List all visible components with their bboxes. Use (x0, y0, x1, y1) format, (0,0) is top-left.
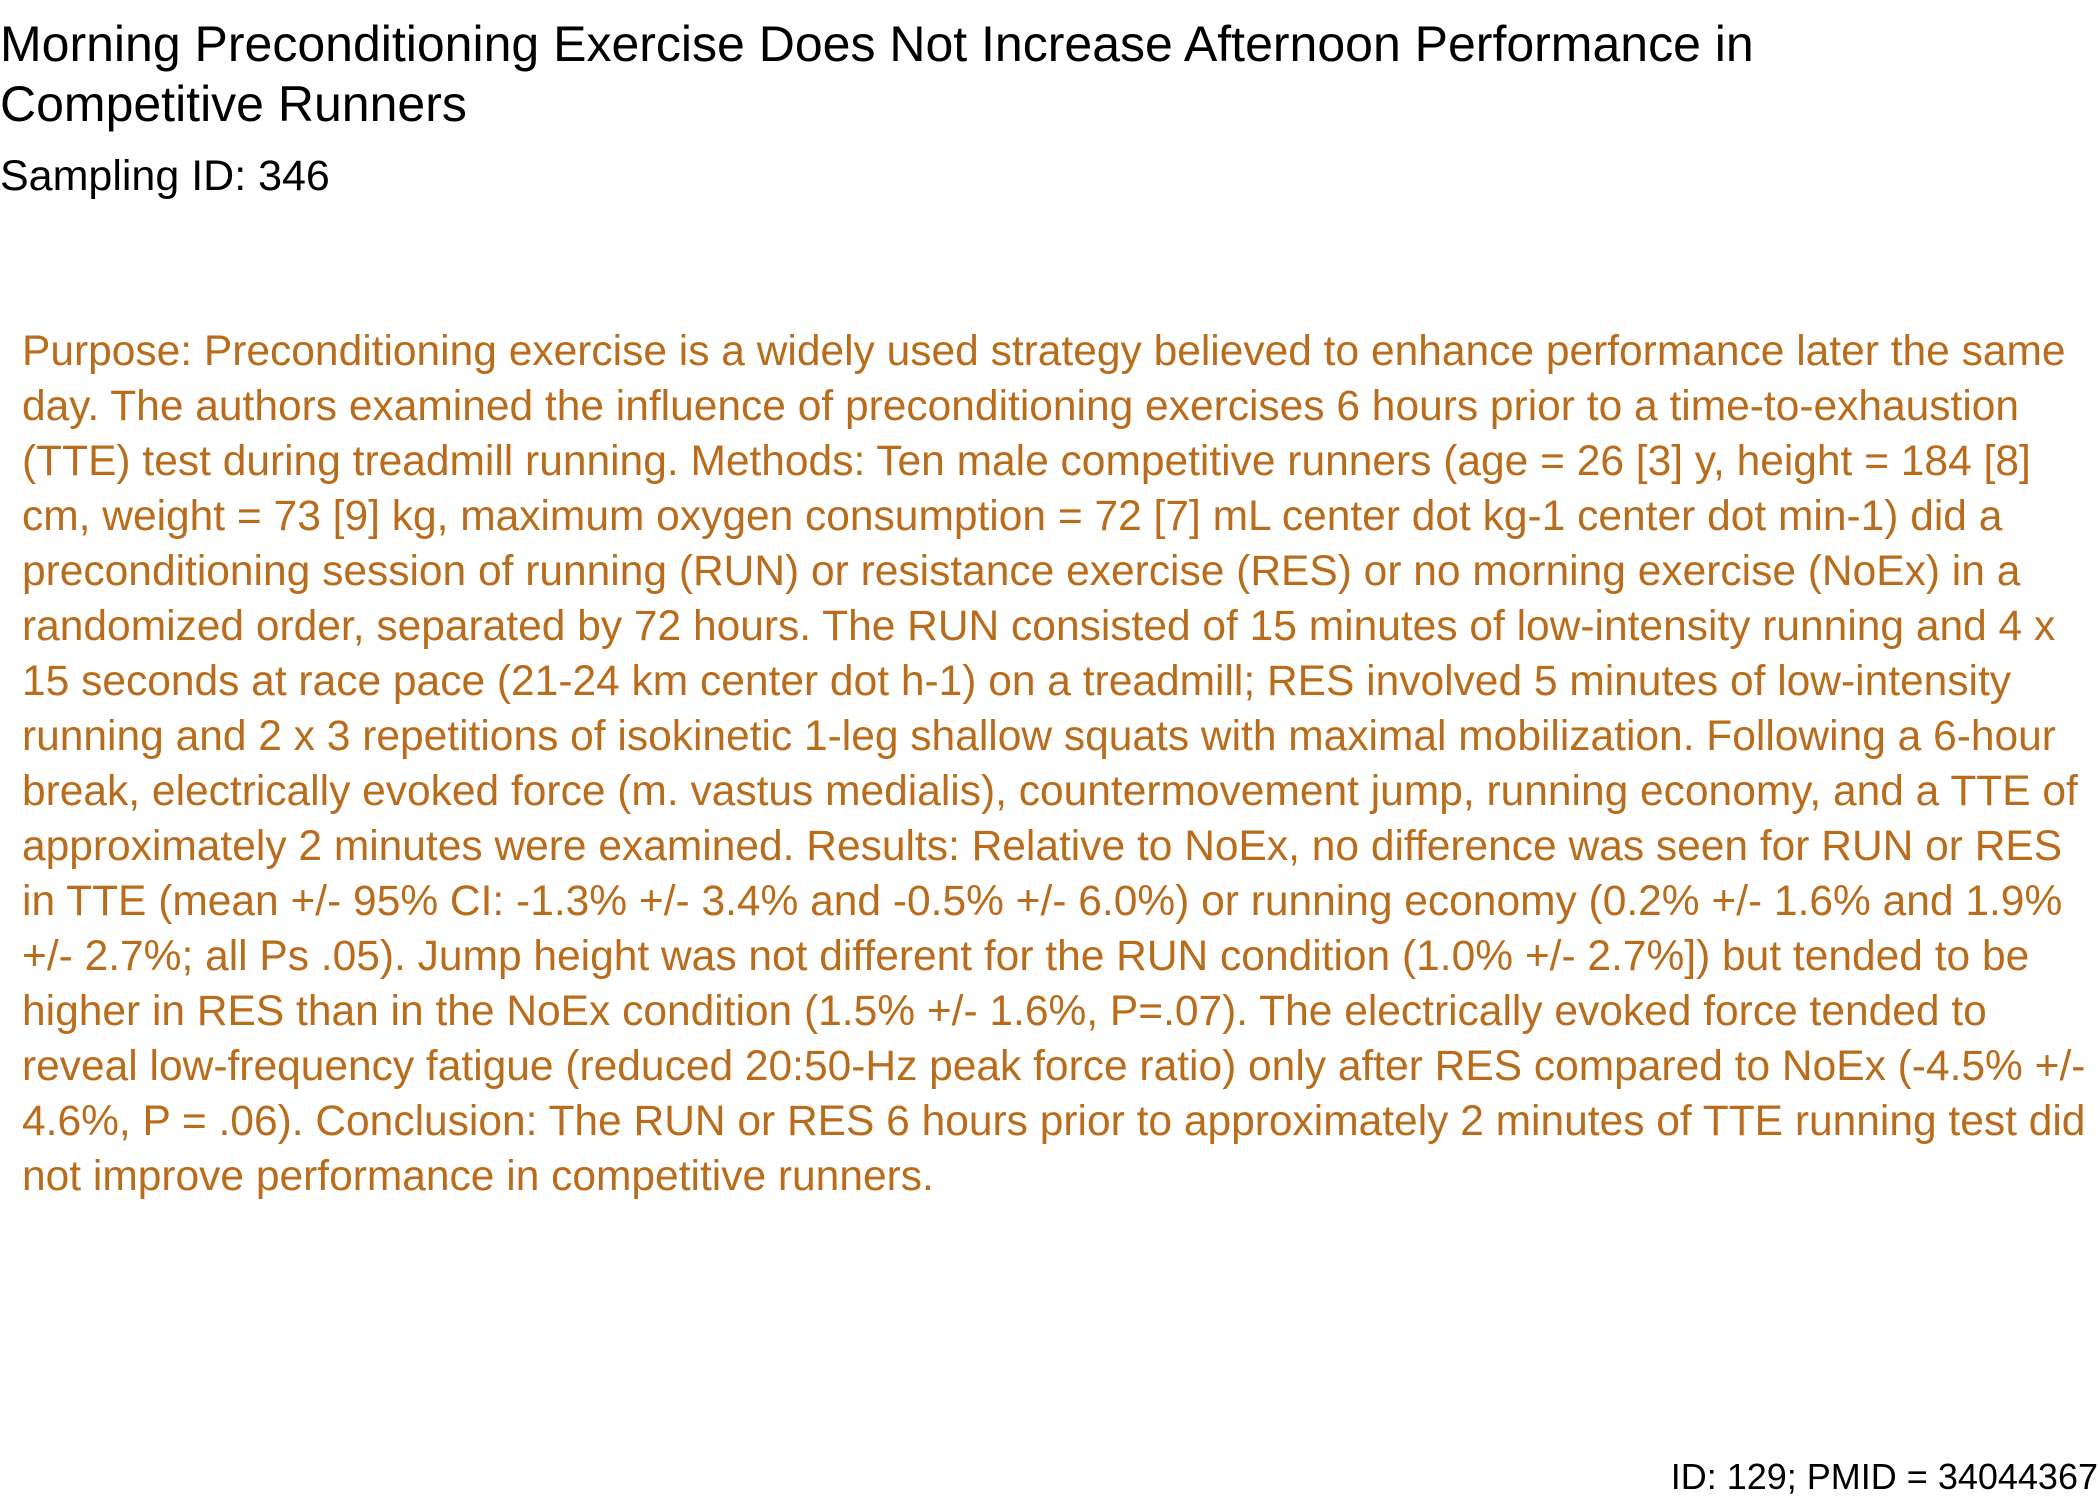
sampling-id: Sampling ID: 346 (0, 152, 330, 200)
page-title: Morning Preconditioning Exercise Does No… (0, 16, 1754, 132)
document-id-footer: ID: 129; PMID = 34044367 (1670, 1456, 2098, 1497)
abstract-text: Purpose: Preconditioning exercise is a w… (22, 328, 2086, 1200)
